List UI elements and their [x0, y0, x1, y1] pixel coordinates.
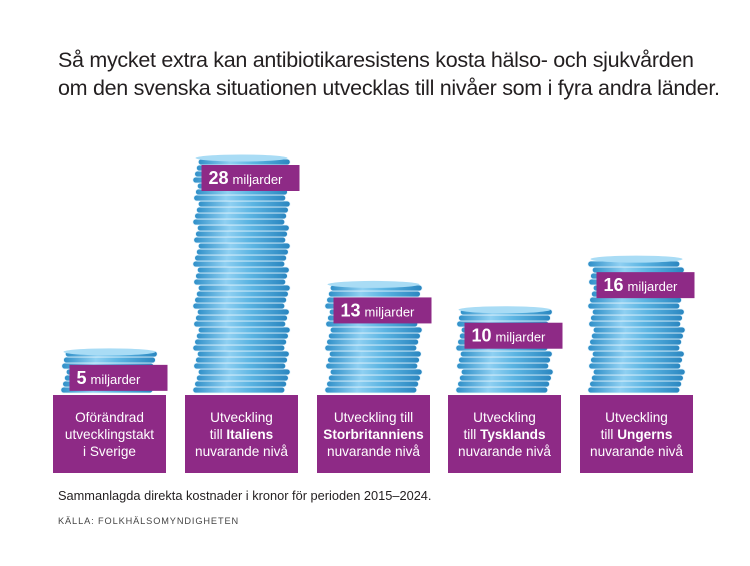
coin [592, 326, 686, 334]
coin [193, 320, 287, 328]
coin-stack-top [458, 306, 551, 314]
coin-stack-top [195, 154, 288, 162]
coin [192, 386, 286, 394]
coin [63, 356, 156, 364]
coin [589, 380, 682, 388]
coin [197, 200, 291, 208]
coin [460, 368, 554, 376]
coin [587, 344, 681, 352]
coin [328, 350, 422, 358]
value-label-text: 10 miljarder [472, 326, 547, 346]
coin [591, 266, 685, 274]
coin [457, 380, 551, 388]
coin [195, 356, 288, 364]
value-label-text: 13 miljarder [341, 300, 416, 320]
coin [324, 344, 418, 352]
value-label-text: 16 miljarder [604, 275, 679, 295]
coin [587, 302, 681, 310]
coin [195, 206, 289, 214]
coin [194, 338, 288, 346]
value-label-sverige: 5 miljarder [69, 364, 168, 391]
coin [327, 374, 421, 382]
coin-stack-tysklands [455, 306, 554, 394]
category-label-italiens: Utveckling till Italiens nuvarande nivå [185, 395, 298, 473]
source-credit: KÄLLA: FOLKHÄLSOMYNDIGHETEN [58, 516, 240, 526]
coin-stack-top [63, 348, 156, 356]
coin [195, 290, 289, 298]
coin [327, 356, 420, 364]
value-label-ungerns: 16 miljarder [596, 272, 695, 299]
coin [591, 374, 684, 382]
coin [195, 230, 288, 238]
category-label-sverige: Oförändrad utvecklingstakt i Sverige [53, 395, 166, 473]
coin [194, 380, 288, 388]
coin [589, 338, 682, 346]
coin [455, 386, 549, 394]
coin [458, 314, 551, 322]
coin [591, 332, 684, 340]
value-label-italiens: 28 miljarder [201, 165, 300, 191]
coin [196, 266, 290, 274]
value-label-text: 28 miljarder [209, 168, 284, 188]
coin [588, 320, 682, 328]
category-label-ungerns: Utveckling till Ungerns nuvarande nivå [580, 395, 693, 473]
coin [327, 290, 421, 298]
category-label-tysklands: Utveckling till Tysklands nuvarande nivå [448, 395, 561, 473]
coin [588, 362, 682, 370]
category-label-storbritanniens: Utveckling till Storbritanniens nuvarande … [317, 395, 430, 473]
coin [458, 356, 551, 364]
chart-title-line-1: Så mycket extra kan antibiotikaresistens… [58, 48, 694, 72]
coin [193, 194, 287, 202]
coin [194, 296, 288, 304]
coin [192, 218, 286, 226]
coin [458, 374, 552, 382]
coin [327, 332, 421, 340]
value-label-tysklands: 10 miljarder [464, 322, 563, 349]
coin [456, 362, 550, 370]
coin [329, 368, 423, 376]
chart-title-line-2: om den svenska situationen utvecklas til… [58, 76, 720, 100]
footnote: Sammanlagda direkta kostnader i kronor f… [58, 488, 432, 503]
value-label-storbritanniens: 13 miljarder [333, 297, 432, 324]
coin [325, 362, 419, 370]
coin [592, 368, 686, 376]
coin [590, 314, 683, 322]
coin [192, 302, 286, 310]
coin [197, 242, 291, 250]
coin-stack-top [590, 255, 683, 263]
coin [197, 368, 291, 376]
coin [195, 332, 289, 340]
coin [194, 212, 288, 220]
coin [590, 356, 683, 364]
coin [197, 284, 291, 292]
coin [195, 272, 288, 280]
coin [324, 386, 418, 394]
coin [195, 374, 289, 382]
coin [192, 344, 286, 352]
coin-stack-top [327, 280, 420, 288]
coin [196, 224, 290, 232]
coin [196, 308, 290, 316]
coin [591, 308, 685, 316]
coin [195, 248, 289, 256]
coin [587, 386, 681, 394]
chart-title: Så mycket extra kan antibiotikaresistens… [58, 46, 738, 102]
coin [193, 236, 287, 244]
coin [193, 278, 287, 286]
coin [196, 350, 290, 358]
coin [193, 362, 287, 370]
coin [195, 314, 288, 322]
coin [459, 350, 553, 358]
coin [329, 326, 423, 334]
value-label-text: 5 miljarder [77, 368, 142, 388]
coin [197, 326, 291, 334]
coin [326, 380, 420, 388]
coin [326, 338, 420, 346]
coin [192, 260, 286, 268]
coin [591, 350, 685, 358]
coin [194, 254, 288, 262]
